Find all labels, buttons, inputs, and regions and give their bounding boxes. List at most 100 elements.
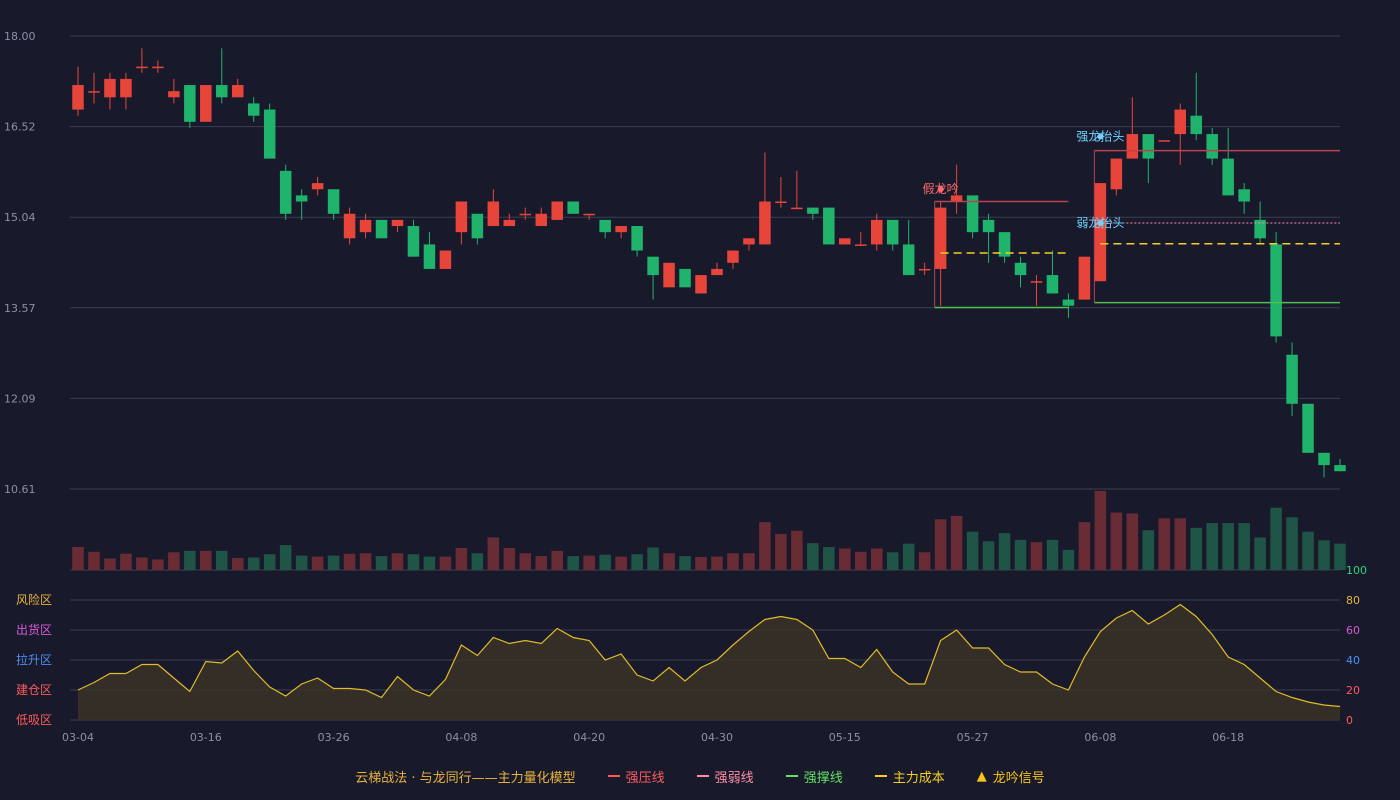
indicator-tick-label: 60 (1346, 624, 1360, 637)
candle-body (918, 268, 931, 271)
indicator-tick-label: 20 (1346, 684, 1360, 697)
candle-body (791, 207, 803, 210)
volume-bar (759, 522, 771, 570)
volume-bar (471, 553, 484, 570)
candle-body (136, 66, 148, 69)
volume-bar (216, 550, 228, 570)
indicator-area (78, 604, 1340, 720)
volume-bar (631, 554, 643, 570)
candle-body (247, 103, 260, 116)
volume-bar (647, 547, 659, 570)
candle-body (1046, 275, 1059, 294)
volume-bar (551, 550, 563, 570)
volume-bar (567, 556, 579, 570)
candle-body (950, 195, 963, 202)
volume-bar (1190, 527, 1202, 570)
legend-mark (874, 775, 887, 777)
candle-body (407, 226, 420, 257)
volume-bar (88, 551, 100, 570)
volume-bar (950, 515, 963, 570)
volume-bar (1014, 539, 1027, 570)
volume-bar (1174, 518, 1187, 570)
volume-bar (1126, 513, 1139, 570)
candle-body (503, 219, 516, 227)
volume-bar (902, 543, 915, 570)
zone-label: 低吸区 (16, 713, 52, 727)
volume-bar (1302, 531, 1314, 570)
volume-bar (663, 553, 675, 570)
candle-body (168, 91, 180, 98)
x-tick-label: 05-15 (829, 731, 861, 744)
volume-bar (263, 554, 276, 570)
candle-body (870, 219, 883, 245)
candle-body (471, 213, 484, 239)
legend-mark (696, 775, 709, 777)
volume-bar (375, 556, 388, 570)
candle-body (1254, 219, 1266, 239)
volume-bar (583, 555, 595, 570)
candle-body (1110, 158, 1123, 190)
volume-bar (998, 533, 1011, 570)
candle-body (1030, 281, 1043, 283)
volume-bar (918, 552, 931, 570)
candle-body (567, 201, 579, 214)
volume-bar (327, 555, 340, 570)
volume-bar (1094, 491, 1107, 570)
x-tick-label: 04-20 (573, 731, 605, 744)
volume-bar (1334, 543, 1346, 570)
zone-label: 建仓区 (16, 683, 52, 697)
volume-bar (1318, 540, 1330, 570)
volume-bar (839, 548, 851, 570)
legend-item: 云梯战法 · 与龙同行——主力量化模型 (355, 767, 575, 786)
candle-body (1094, 183, 1107, 282)
candle-body (295, 195, 308, 202)
volume-bar (1254, 537, 1266, 570)
candle-body (886, 219, 899, 245)
volume-bar (104, 558, 116, 570)
volume-bar (934, 519, 947, 570)
candle-body (1238, 189, 1250, 202)
candle-body (695, 275, 707, 294)
candle-body (966, 195, 979, 233)
volume-bar (535, 556, 548, 570)
candle-body (1286, 354, 1298, 404)
x-tick-label: 06-18 (1212, 731, 1244, 744)
candle-body (216, 85, 228, 98)
legend-mark (785, 775, 798, 777)
legend: 云梯战法 · 与龙同行——主力量化模型 强压线 强弱线 强撑线 主力成本 ▲ 龙吟信号 (0, 764, 1400, 788)
candle-body (487, 201, 500, 227)
volume-bar (886, 552, 899, 570)
legend-item: 强撑线 (785, 767, 843, 786)
candle-body (934, 207, 947, 269)
candle-body (88, 91, 100, 93)
price-tick-label: 15.04 (4, 211, 36, 224)
candle-body (1222, 158, 1234, 196)
volume-bar (168, 552, 180, 570)
indicator-tick-label: 80 (1346, 594, 1360, 607)
candle-body (583, 213, 595, 216)
candle-body (743, 238, 755, 245)
x-tick-label: 03-26 (318, 731, 350, 744)
volume-bar (455, 547, 468, 570)
volume-bar (1286, 517, 1298, 570)
indicator-tick-label: 40 (1346, 654, 1360, 667)
legend-item: 强弱线 (696, 767, 754, 786)
x-tick-label: 06-08 (1084, 731, 1116, 744)
x-tick-label: 03-04 (62, 731, 94, 744)
candle-body (120, 78, 132, 98)
candle-body (839, 238, 851, 245)
candle-body (615, 226, 627, 233)
volume-bar (791, 530, 803, 570)
legend-label: 强压线 (625, 770, 665, 786)
candle-body (231, 85, 244, 98)
volume-bar (120, 553, 132, 570)
signal-dot (1097, 133, 1104, 140)
volume-bar (184, 550, 196, 570)
volume-bar (231, 558, 244, 570)
candle-body (104, 78, 116, 98)
volume-bar (1030, 542, 1043, 570)
candle-body (1206, 134, 1218, 159)
indicator-line (77, 603, 1341, 708)
candle-body (1078, 256, 1091, 300)
